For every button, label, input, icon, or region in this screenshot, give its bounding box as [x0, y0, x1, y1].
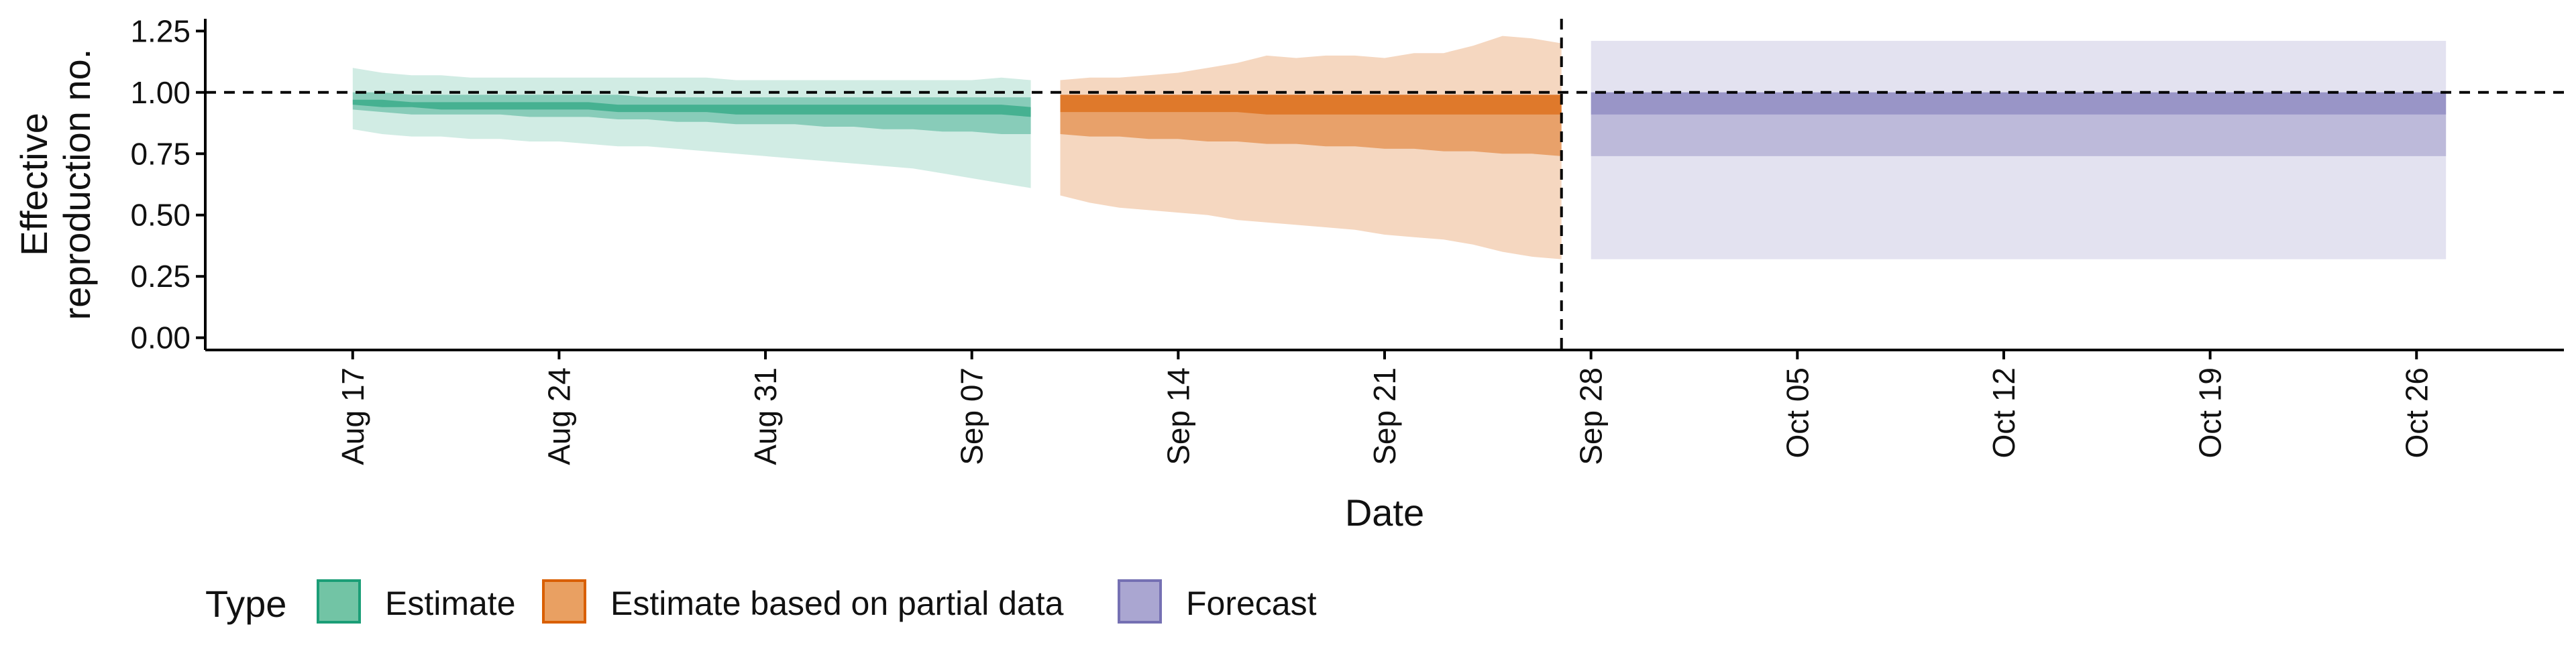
legend-label: Estimate [385, 585, 516, 622]
y-axis-title-line: reproduction no. [56, 49, 98, 320]
y-tick-label: 0.75 [130, 136, 191, 171]
x-tick-label: Oct 12 [1986, 367, 2021, 459]
y-tick-label: 0.50 [130, 198, 191, 233]
legend-label: Estimate based on partial data [610, 585, 1064, 622]
estimate-based-on-partial-data-band-20 [1060, 95, 1562, 115]
forecast-band-20 [1591, 92, 2447, 115]
legend-title: Type [205, 583, 286, 625]
x-tick-label: Oct 26 [2399, 367, 2434, 459]
x-tick-label: Oct 19 [2193, 367, 2228, 459]
x-tick-label: Sep 14 [1161, 367, 1195, 465]
estimate-band-20 [352, 99, 1031, 117]
legend: Type Estimate Estimate based on partial da… [205, 579, 1317, 625]
x-tick-label: Aug 31 [748, 367, 783, 465]
y-tick-label: 1.25 [130, 13, 191, 48]
x-tick-label: Aug 17 [335, 367, 370, 465]
legend-label: Forecast [1186, 585, 1317, 622]
y-tick-label: 1.00 [130, 75, 191, 110]
x-tick-label: Sep 07 [955, 367, 989, 465]
x-tick-label: Oct 05 [1780, 367, 1815, 459]
y-tick-label: 0.00 [130, 320, 191, 355]
legend-key [542, 579, 586, 624]
legend-key [317, 579, 361, 624]
estimate-band-90 [352, 68, 1031, 188]
y-tick-label: 0.25 [130, 259, 191, 294]
legend-key [1118, 579, 1162, 624]
x-tick-label: Aug 24 [541, 367, 576, 465]
bands-layer [352, 36, 2447, 259]
y-axis-title-line: Effective [13, 113, 55, 256]
x-axis-title: Date [1345, 491, 1424, 534]
x-tick-label: Sep 28 [1574, 367, 1609, 465]
axes-layer: 0.00 0.25 0.50 0.75 1.00 1.25 Aug 17 Aug 24 Aug … [13, 13, 2564, 534]
x-tick-label: Sep 21 [1367, 367, 1402, 465]
